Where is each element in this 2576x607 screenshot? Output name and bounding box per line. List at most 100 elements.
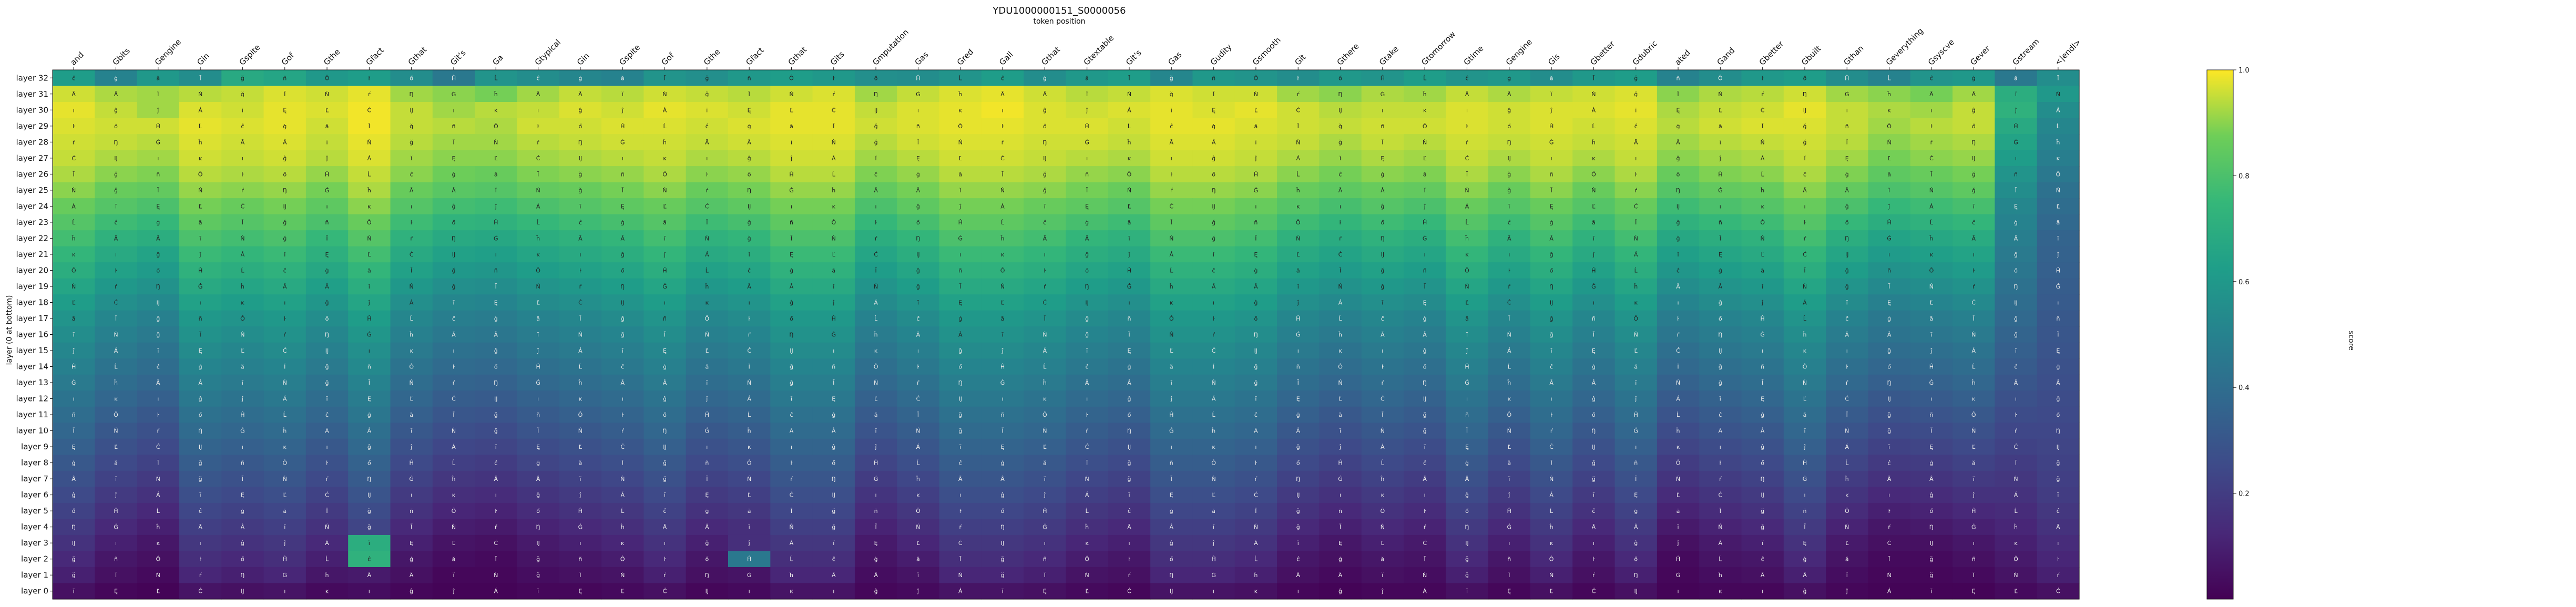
y-tick-label: layer 25 — [16, 186, 49, 195]
cell-label: Ĩ — [1846, 139, 1848, 146]
heatmap-cell — [221, 182, 264, 199]
heatmap-cell — [1614, 70, 1658, 87]
cell-label: ĸ — [114, 396, 118, 403]
cell-label: ĥ — [282, 428, 287, 435]
cell-label: ı — [369, 347, 370, 354]
cell-label: Ľ — [241, 347, 244, 354]
x-tick-label: Gbetter — [1757, 39, 1786, 67]
heatmap-cell — [1234, 166, 1277, 183]
cell-label: Ŋ — [916, 235, 920, 242]
cell-label: Ľ — [790, 107, 793, 114]
cell-label: Â — [1549, 235, 1553, 242]
cell-label: Ŋ — [1127, 428, 1131, 435]
cell-label: ŕ — [1888, 524, 1890, 531]
cell-label: Ċ — [916, 396, 921, 403]
cell-label: ĝ — [1887, 347, 1891, 354]
cell-label: Ę — [1803, 540, 1806, 547]
x-tick-label: Gall — [997, 49, 1015, 67]
heatmap-cell — [137, 86, 180, 102]
heatmap-cell — [1530, 150, 1573, 167]
heatmap-cell — [686, 214, 729, 231]
cell-label: ĥ — [958, 91, 962, 98]
y-tick-label: layer 2 — [21, 554, 48, 564]
cell-label: Ô — [325, 75, 330, 81]
cell-label: ŀ — [1719, 460, 1721, 467]
y-tick-label: layer 23 — [16, 218, 49, 227]
heatmap-cell — [770, 102, 813, 119]
cell-label: Ę — [536, 444, 540, 450]
cell-label: Ĥ — [367, 315, 371, 322]
cell-label: ı — [579, 540, 581, 547]
heatmap-cell — [475, 70, 518, 87]
cell-label: Ā — [536, 91, 540, 98]
cell-label: ġ — [1338, 556, 1342, 563]
cell-label: ğ — [1845, 267, 1849, 274]
heatmap-cell — [1446, 118, 1489, 135]
cell-label: Ń — [156, 476, 160, 482]
heatmap-cell — [1277, 214, 1320, 231]
heatmap-cell — [1404, 182, 1446, 199]
heatmap-cell — [1657, 86, 1700, 102]
cell-label: ı — [369, 588, 370, 595]
cell-label: Ċ — [1169, 203, 1173, 210]
cell-label: ĝ — [1634, 540, 1638, 547]
cell-label: ı — [749, 299, 750, 306]
x-tick-label: Geverything — [1884, 26, 1925, 67]
x-tick-label: Gsyscve — [1926, 37, 1956, 67]
heatmap-cell — [939, 182, 982, 199]
cell-label: ŀ — [537, 123, 539, 130]
cell-label: ă — [72, 315, 76, 322]
cell-label: Ā — [2056, 524, 2060, 531]
cell-label: ő — [1085, 267, 1089, 274]
cell-label: ĸ — [663, 155, 667, 162]
heatmap-cell — [305, 198, 349, 215]
cell-label: Ô — [1211, 460, 1216, 467]
cell-label: ğ — [1338, 139, 1342, 146]
heatmap-cell — [432, 70, 475, 87]
cell-label: Ĳ — [1381, 251, 1385, 258]
x-tick-label: Gis — [1546, 52, 1562, 67]
heatmap-cell — [1192, 150, 1235, 167]
cell-label: Ń — [662, 91, 667, 98]
cell-label: Ā — [325, 428, 329, 435]
heatmap-cell — [1868, 182, 1911, 199]
cell-label: ı — [1508, 251, 1510, 258]
cell-label: Ĩ — [1044, 572, 1046, 579]
cell-label: Ń — [578, 428, 582, 435]
cell-label: Ĳ — [958, 396, 962, 403]
cell-label: Ī — [706, 219, 708, 226]
heatmap-cell — [1868, 150, 1911, 167]
cell-label: Ċ — [114, 299, 118, 306]
heatmap-cell — [263, 86, 306, 102]
cell-label: ĸ — [241, 299, 244, 306]
x-tick-label: Ga — [490, 53, 505, 67]
heatmap-cell — [475, 166, 518, 183]
cell-label: Ġ — [1887, 235, 1892, 242]
cell-label: Ľ — [1086, 588, 1089, 595]
cell-label: Ĩ — [1677, 91, 1679, 98]
cell-label: ġ — [874, 556, 878, 563]
heatmap-cell — [1572, 102, 1616, 119]
cell-label: Ô — [1929, 267, 1934, 274]
heatmap-cell — [1192, 182, 1235, 199]
cell-label: ă — [579, 460, 582, 467]
cell-label: ğ — [705, 75, 709, 81]
cell-label: Á — [958, 588, 963, 595]
cell-label: ğ — [199, 476, 202, 482]
cell-label: Ń — [410, 283, 414, 290]
heatmap-cell — [1066, 86, 1109, 102]
heatmap-cell — [1277, 134, 1320, 151]
cell-label: Â — [156, 235, 160, 242]
cell-label: ı — [1593, 540, 1594, 547]
heatmap-cell — [812, 166, 855, 183]
cell-label: Ĥ — [1465, 364, 1469, 371]
cell-label: Ĳ — [1592, 444, 1596, 450]
cell-label: ĝ — [1423, 347, 1427, 354]
cell-label: Ń — [1591, 187, 1596, 194]
cell-label: Ĥ — [1634, 411, 1638, 418]
cell-label: ğ — [621, 332, 625, 338]
cell-label: Â — [620, 235, 625, 242]
heatmap-cell — [643, 182, 687, 199]
cell-label: ă — [1296, 267, 1300, 274]
